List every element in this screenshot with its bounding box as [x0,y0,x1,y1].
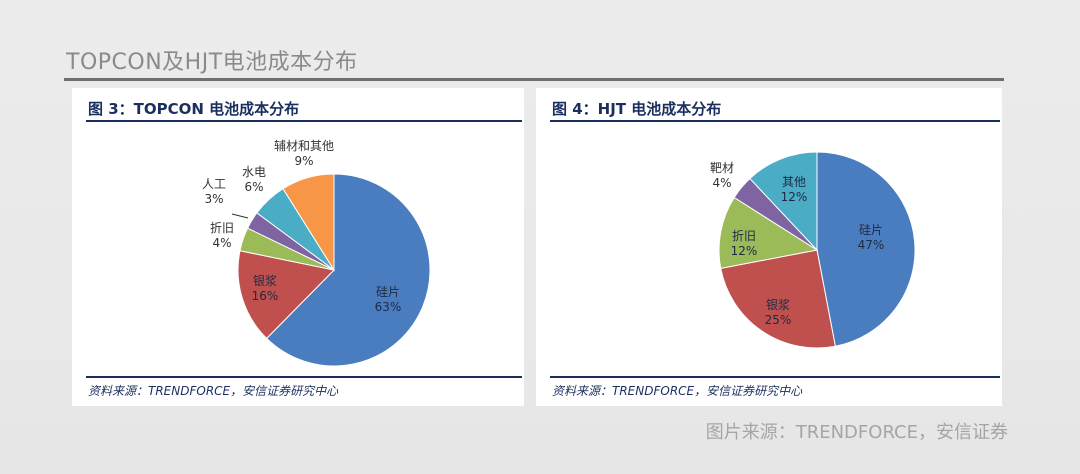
topcon-slice-name-1: 银浆 [253,273,277,288]
topcon-figure-source: 资料来源：TRENDFORCE，安信证券研究中心 [88,384,339,398]
hjt-slice-name-1: 银浆 [766,297,790,312]
hjt-figure-title: 图 4：HJT 电池成本分布 [552,100,722,118]
topcon-slice-value-2: 4% [212,236,231,250]
topcon-slice-name-0: 硅片 [376,285,400,299]
hjt-slice-value-4: 12% [781,190,808,204]
topcon-slice-name-5: 辅材和其他 [274,139,334,153]
hjt-slice-label-3: 靶材 4% [710,161,734,190]
hjt-slice-2 [718,196,819,269]
hjt-slice-label-1: 银浆 25% [765,297,792,327]
topcon-slice-1 [237,250,336,340]
topcon-slice-label-5: 辅材和其他 9% [274,139,334,168]
hjt-slice-1 [720,249,836,349]
topcon-slice-label-2: 折旧 4% [210,220,234,250]
hjt-slice-value-3: 4% [712,176,731,190]
hjt-slice-name-2: 折旧 [732,228,756,243]
image-credit: 图片来源：TRENDFORCE，安信证券 [705,422,1008,443]
topcon-bottom-rule [86,376,522,378]
title-divider [64,78,1004,81]
topcon-slice-name-3: 人工 [202,177,226,191]
hjt-slice-0 [816,151,916,347]
hjt-slice-name-3: 靶材 [710,161,734,175]
hjt-slice-name-0: 硅片 [859,223,883,237]
topcon-slice-0 [265,173,431,367]
topcon-slice-name-4: 水电 [242,165,266,179]
topcon-leader-line-3 [231,213,249,219]
hjt-slice-value-2: 12% [731,244,758,258]
hjt-pie-chart: 硅片 47%银浆 25%折旧 12%靶材 4% 其他 12% [710,151,916,349]
topcon-slice-value-3: 3% [204,192,223,206]
hjt-bottom-rule [550,376,1000,378]
topcon-slice-name-2: 折旧 [210,220,234,235]
topcon-slice-label-3: 人工 3% [202,177,226,206]
topcon-figure-panel: 图 3：TOPCON 电池成本分布 硅片 63% 银浆 16% 折旧 4% 人工 3% 水电 6%… [72,88,524,406]
topcon-top-rule [86,120,522,122]
topcon-slice-value-0: 63% [375,300,402,314]
topcon-slice-value-1: 16% [252,289,279,303]
hjt-figure-source: 资料来源：TRENDFORCE，安信证券研究中心 [552,384,803,398]
hjt-slice-label-4: 其他 12% [781,175,808,204]
hjt-slice-value-0: 47% [858,238,885,252]
hjt-slice-4 [749,151,818,252]
topcon-slice-label-1: 银浆 16% [252,273,279,303]
topcon-slice-label-0: 硅片 63% [375,285,402,314]
topcon-slice-value-5: 9% [294,154,313,168]
hjt-slice-label-0: 硅片 47% [858,223,885,252]
topcon-slice-label-4: 水电 6% [242,165,266,194]
topcon-slice-value-4: 6% [244,180,263,194]
hjt-top-rule [550,120,1000,122]
hjt-figure-panel: 图 4：HJT 电池成本分布 硅片 47% 银浆 25% 折旧 12% 靶材 4% 其他 12% … [536,88,1002,406]
hjt-slice-value-1: 25% [765,313,792,327]
topcon-pie-chart: 硅片 63% 银浆 16% 折旧 4% 人工 3% 水电 6% 辅材和其他 9% [202,139,431,367]
hjt-slice-name-4: 其他 [782,175,806,189]
hjt-slice-label-2: 折旧 12% [731,228,758,258]
topcon-figure-title: 图 3：TOPCON 电池成本分布 [88,100,300,118]
topcon-slice-5 [282,173,335,272]
slide-title: TOPCON及HJT电池成本分布 [66,50,358,75]
